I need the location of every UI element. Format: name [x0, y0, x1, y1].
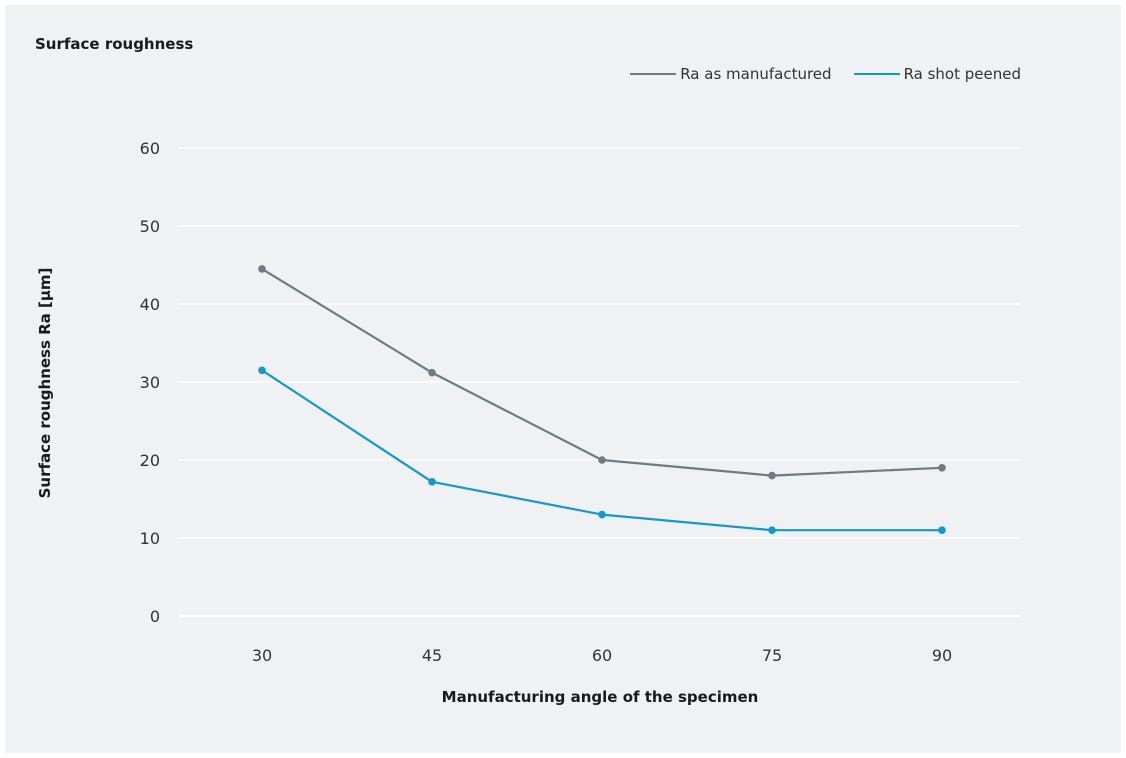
- legend-label-as-manufactured: Ra as manufactured: [680, 65, 832, 83]
- data-point-ra-shot-peened-60: [598, 510, 606, 519]
- data-point-ra-shot-peened-30: [258, 366, 266, 375]
- x-tick-label-60: 60: [592, 646, 612, 665]
- y-tick-label-40: 40: [140, 295, 160, 314]
- chart-title: Surface roughness: [35, 35, 194, 53]
- data-point-ra-as-manufactured-30: [258, 265, 266, 273]
- data-point-ra-shot-peened-75: [768, 526, 776, 534]
- data-point-ra-as-manufactured-45: [428, 368, 436, 377]
- y-tick-label-20: 20: [140, 451, 160, 470]
- data-point-ra-as-manufactured-60: [598, 456, 606, 464]
- legend-swatch-as-manufactured: [630, 73, 677, 75]
- data-point-ra-shot-peened-45: [428, 478, 436, 486]
- legend-item-shot-peened: Ra shot peened: [853, 65, 1021, 83]
- data-point-ra-as-manufactured-90: [938, 464, 946, 472]
- y-tick-label-60: 60: [140, 139, 160, 158]
- legend-swatch-shot-peened: [853, 73, 900, 75]
- x-tick-label-30: 30: [252, 646, 272, 665]
- y-tick-label-10: 10: [140, 529, 160, 548]
- y-tick-label-50: 50: [140, 217, 160, 236]
- y-axis-label: Surface roughness Ra [µm]: [36, 268, 54, 499]
- x-tick-label-45: 45: [422, 646, 442, 665]
- legend-item-as-manufactured: Ra as manufactured: [630, 65, 832, 83]
- legend-label-shot-peened: Ra shot peened: [903, 65, 1021, 83]
- series-line-ra-shot-peened: [261, 369, 942, 532]
- data-point-ra-as-manufactured-75: [768, 471, 776, 480]
- y-tick-label-0: 0: [150, 607, 160, 626]
- x-axis-label: Manufacturing angle of the specimen: [442, 688, 759, 706]
- legend: Ra as manufactured Ra shot peened: [630, 65, 1021, 83]
- x-tick-label-75: 75: [762, 646, 782, 665]
- series-line-ra-as-manufactured: [261, 267, 943, 477]
- chart-panel: [5, 5, 1121, 753]
- y-tick-label-30: 30: [140, 373, 160, 392]
- data-point-ra-shot-peened-90: [938, 526, 946, 534]
- x-tick-label-90: 90: [932, 646, 952, 665]
